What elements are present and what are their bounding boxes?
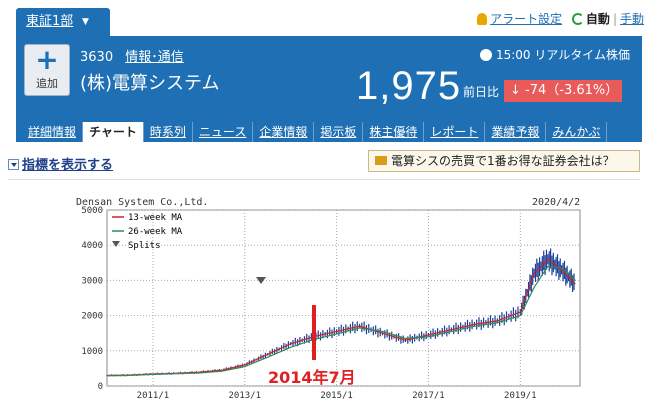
splits-icon [112,241,120,247]
legend: 13-week MA 26-week MA Splits [112,213,183,251]
x-tick-label: 2015/1 [320,391,353,401]
auto-refresh-toggle[interactable]: 自動 [585,12,610,26]
refresh-icon [571,13,584,25]
market-selector[interactable]: 東証1部 ▼ [16,8,110,36]
y-tick-label: 4000 [81,241,103,251]
x-tick-label: 2013/1 [229,391,262,401]
divider [8,179,640,180]
y-tick-label: 3000 [81,276,103,286]
top-bar: 東証1部 ▼ アラート設定 自動 | 手動 [0,0,656,40]
tab-benefits[interactable]: 株主優待 [363,122,425,142]
promo-label: 電算シスの売買で1番お得な証券会社は？ [391,154,615,168]
manual-refresh-toggle[interactable]: 手動 [619,12,644,26]
y-tick-label: 5000 [81,206,103,216]
market-label: 東証1部 [26,14,74,29]
x-axis: 2011/1 2013/1 2015/1 2017/1 2019/1 [137,391,537,401]
x-tick-label: 2011/1 [137,391,170,401]
broker-promo-button[interactable]: 電算シスの売買で1番お得な証券会社は？ [368,150,640,172]
y-tick-label: 1000 [81,347,103,357]
legend-splits: Splits [128,241,161,251]
ma-line [106,265,576,377]
stock-code-line: 3630 情報･通信 [80,46,184,65]
annotation-marker [312,305,316,360]
tab-forecast[interactable]: 業績予報 [485,122,547,142]
x-tick-label: 2019/1 [504,391,537,401]
chart-svg: Densan System Co.,Ltd. 2020/4/2 0 1000 200… [76,197,581,401]
alert-settings-link[interactable]: アラート設定 [490,12,563,26]
tab-news[interactable]: ニュース [193,122,254,142]
tab-timeseries[interactable]: 時系列 [144,122,193,142]
stock-code: 3630 [80,50,114,65]
chart-title: Densan System Co.,Ltd. [76,197,208,208]
annotation-label: 2014年7月 [268,368,356,387]
tab-report[interactable]: レポート [424,122,486,142]
price-change-value: -74（-3.61%） [525,83,619,98]
tab-minkabu[interactable]: みんかぶ [546,122,608,142]
gridlines [107,209,580,387]
chevron-down-icon: ▼ [82,17,89,27]
y-axis: 0 1000 2000 3000 4000 5000 [81,206,103,392]
nav-tabs: 詳細情報 チャート 時系列 ニュース 企業情報 掲示板 株主優待 レポート 業績… [22,122,608,142]
add-button-label: 追加 [36,77,58,90]
split-marker [256,277,266,284]
indicator-toggle[interactable]: 指標を表示する [8,154,113,173]
plus-icon: + [35,43,59,76]
current-price: 1,975 [356,64,462,108]
legend-13w: 13-week MA [128,213,183,223]
alert-controls: アラート設定 自動 | 手動 [477,10,644,27]
y-tick-label: 0 [98,382,103,392]
plot-area [106,209,581,387]
tab-company[interactable]: 企業情報 [253,122,315,142]
stock-header: + 追加 3630 情報･通信 (株)電算システム 15:00 リアルタイム株価… [16,36,642,142]
chart-date: 2020/4/2 [532,197,580,208]
price-change-badge: ↓ -74（-3.61%） [504,80,622,102]
tab-board[interactable]: 掲示板 [314,122,364,142]
clock-icon [479,49,492,61]
crown-icon [375,156,387,165]
tab-chart[interactable]: チャート [83,122,144,142]
realtime-label: 15:00 リアルタイム株価 [495,48,630,62]
indicator-label: 指標を表示する [22,158,114,173]
change-label: 前日比 [463,85,500,99]
bell-icon [477,13,488,25]
expand-icon [8,159,19,170]
separator: | [612,12,617,26]
x-tick-label: 2017/1 [412,391,445,401]
tab-details[interactable]: 詳細情報 [22,122,84,142]
legend-26w: 26-week MA [128,227,183,237]
industry-link[interactable]: 情報･通信 [125,50,184,65]
company-name: (株)電算システム [80,73,220,94]
realtime-label-wrap: 15:00 リアルタイム株価 [479,46,630,63]
ma-lines [106,258,576,377]
y-tick-label: 2000 [81,312,103,322]
add-to-portfolio-button[interactable]: + 追加 [24,44,70,96]
stock-chart: Densan System Co.,Ltd. 2020/4/2 0 1000 200… [0,186,656,408]
